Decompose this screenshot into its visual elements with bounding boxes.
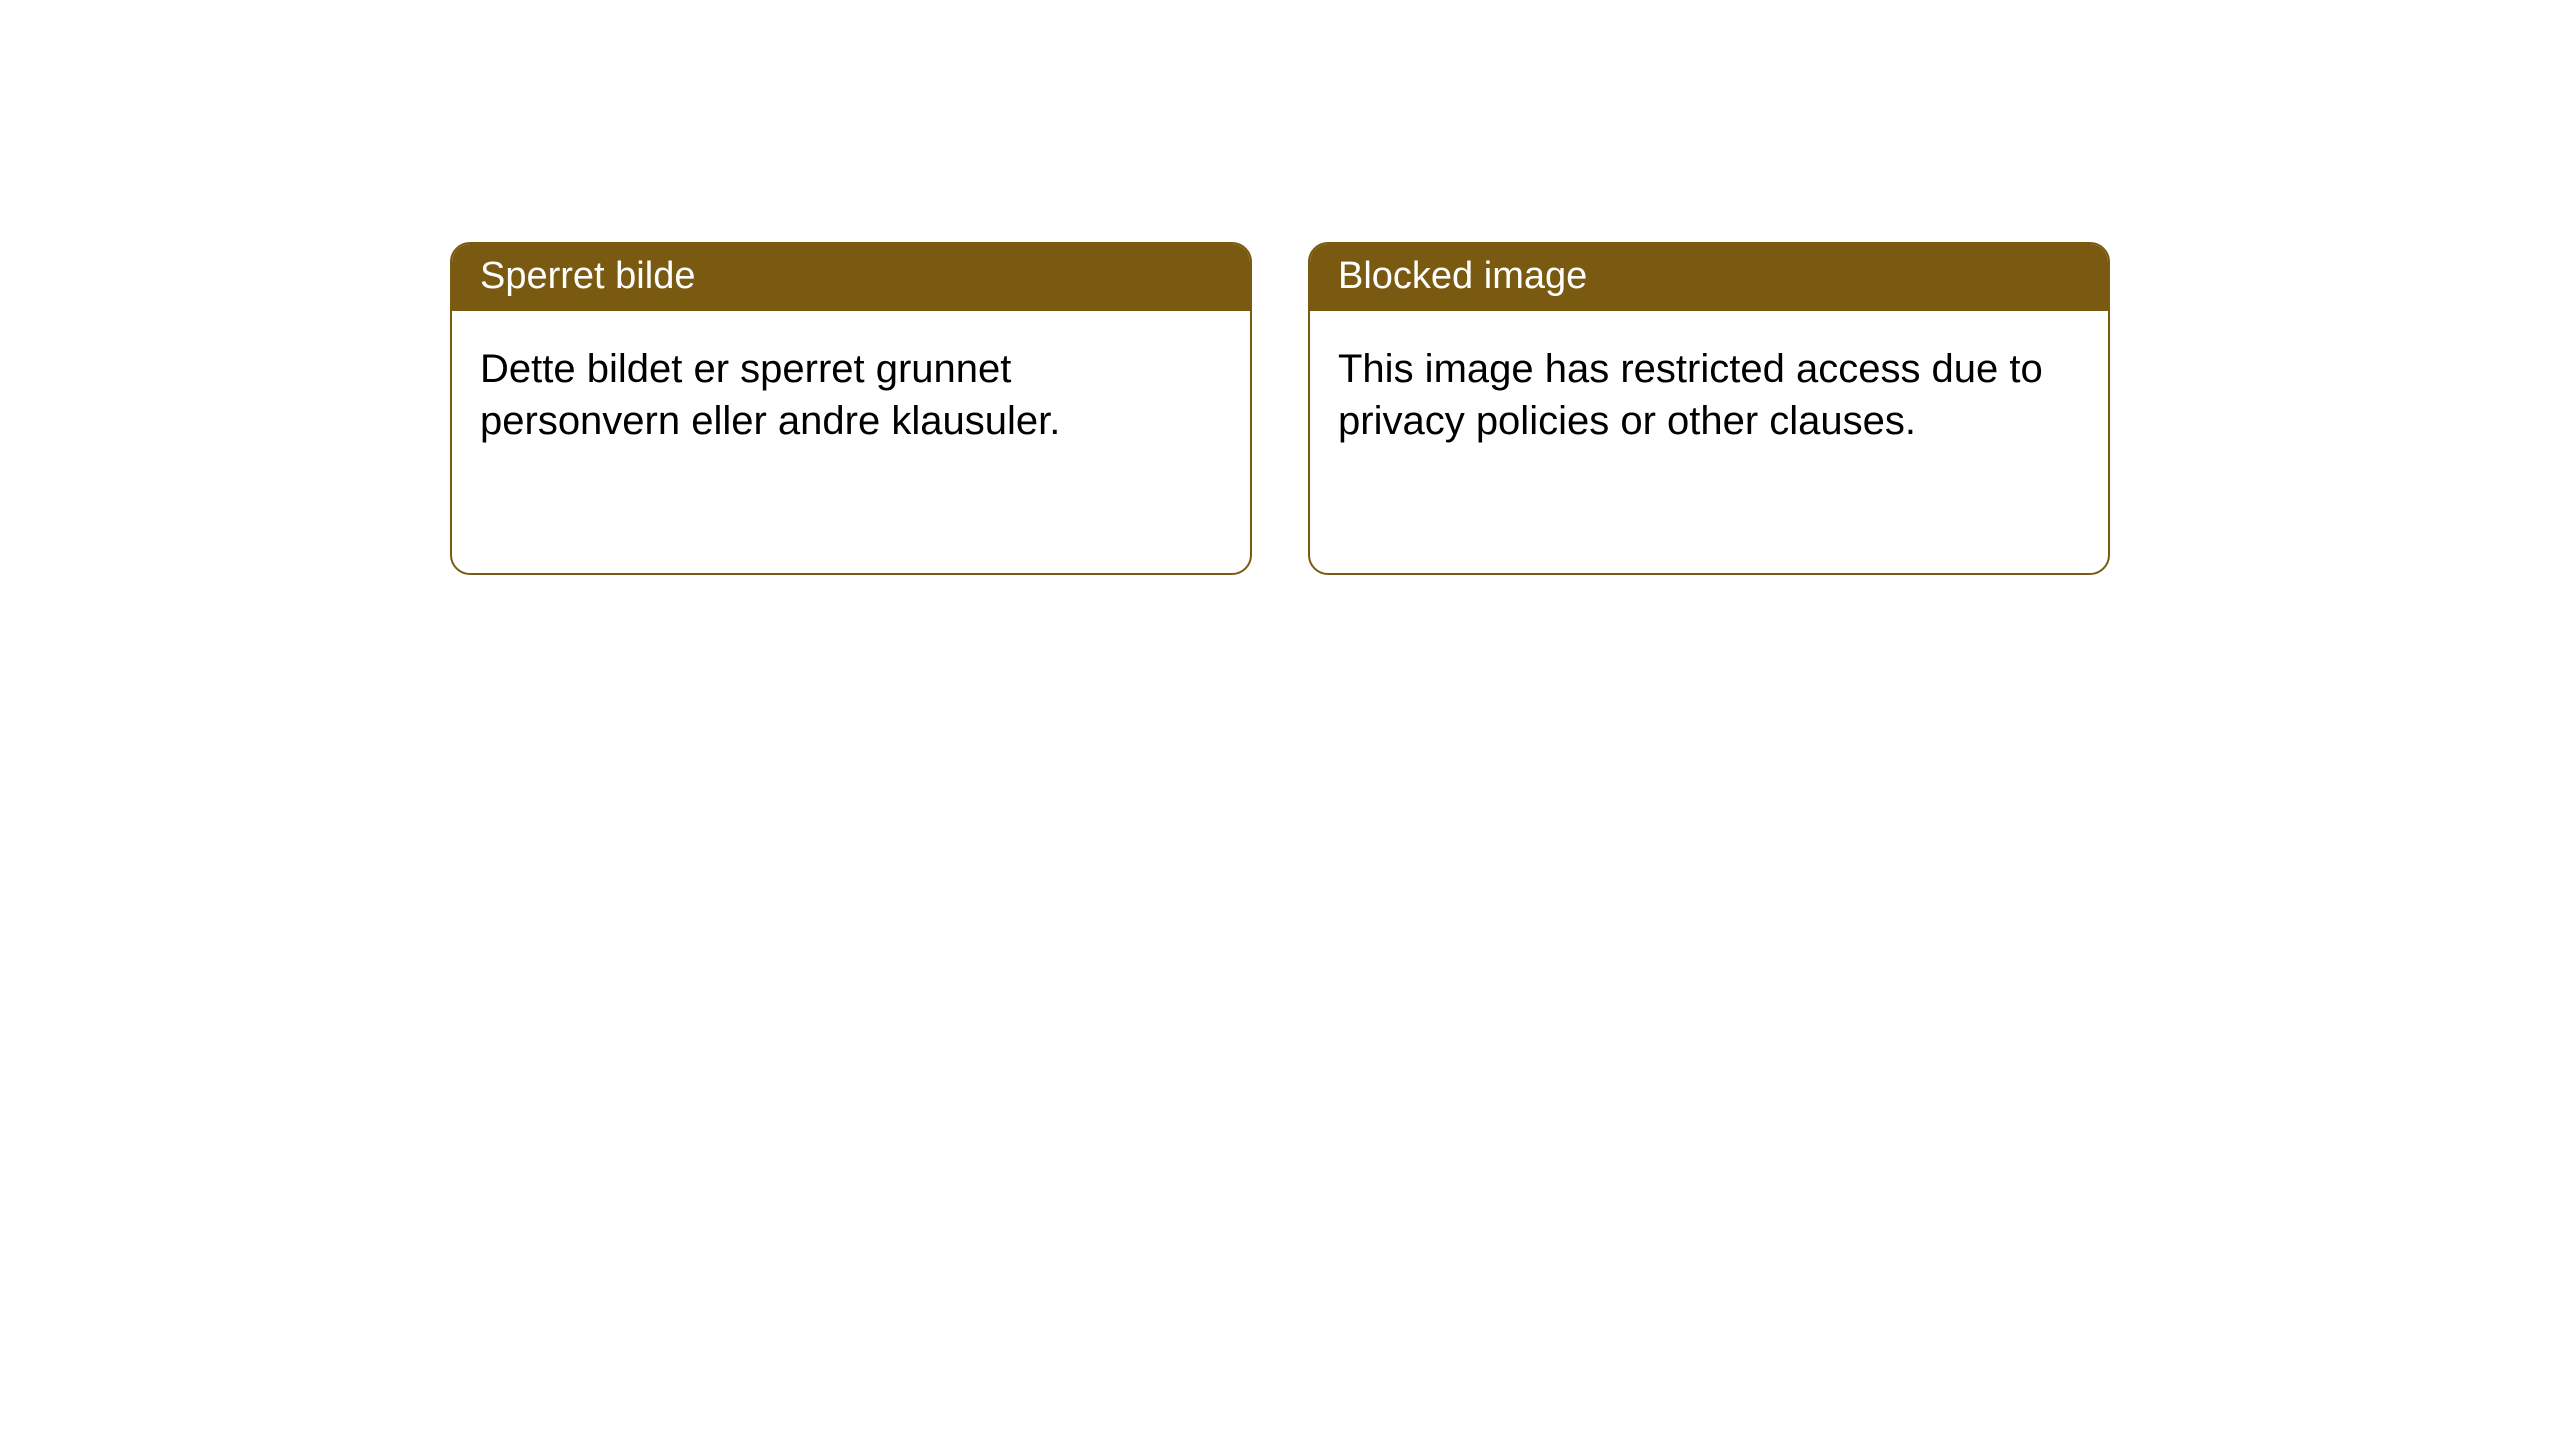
card-body: This image has restricted access due to …	[1310, 311, 2108, 479]
notice-card-norwegian: Sperret bilde Dette bildet er sperret gr…	[450, 242, 1252, 575]
card-header: Sperret bilde	[452, 244, 1250, 311]
card-header: Blocked image	[1310, 244, 2108, 311]
card-body: Dette bildet er sperret grunnet personve…	[452, 311, 1250, 479]
notice-container: Sperret bilde Dette bildet er sperret gr…	[0, 0, 2560, 575]
notice-card-english: Blocked image This image has restricted …	[1308, 242, 2110, 575]
